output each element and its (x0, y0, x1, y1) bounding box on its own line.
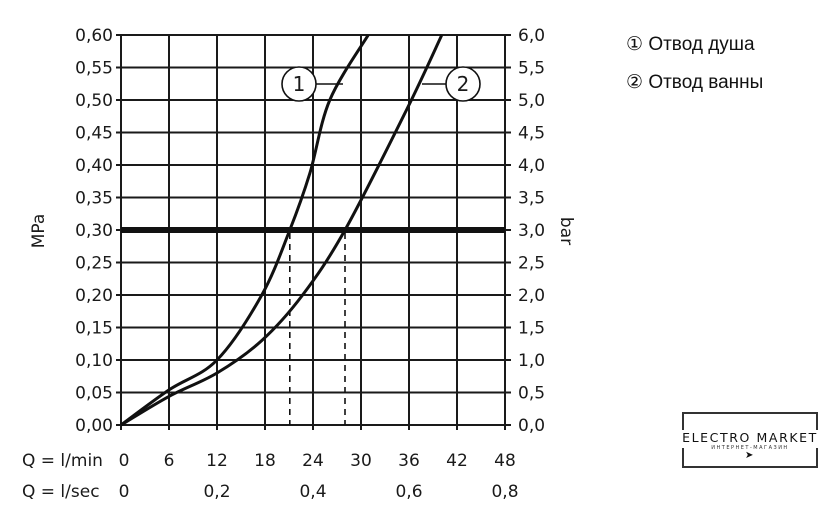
x-tick-label: 0,6 (395, 482, 422, 502)
x-axis-label: Q = l/sec (22, 482, 100, 502)
callout-label-1: 1 (293, 72, 306, 96)
y-tick-label-left: 0,55 (75, 59, 113, 79)
x-tick-label: 6 (164, 451, 175, 471)
y-tick-label-left: 0,25 (75, 254, 113, 274)
y-tick-label-left: 0,00 (75, 416, 113, 436)
y-tick-label-left: 0,35 (75, 189, 113, 209)
x-tick-label: 0,8 (491, 482, 518, 502)
y-tick-label-left: 0,60 (75, 26, 113, 46)
y-tick-label-left: 0,50 (75, 91, 113, 111)
x-tick-label: 36 (398, 451, 420, 471)
y-tick-label-right: 6,0 (518, 26, 545, 46)
y-tick-label-right: 2,5 (518, 254, 545, 274)
cursor-icon: ➤ (745, 450, 754, 461)
y-tick-label-right: 4,5 (518, 124, 545, 144)
y-tick-label-right: 4,0 (518, 156, 545, 176)
logo-subtext: ИНТЕРНЕТ-МАГАЗИН (711, 445, 789, 451)
y-tick-label-right: 5,5 (518, 59, 545, 79)
x-tick-label: 30 (350, 451, 372, 471)
legend-marker: ① (626, 34, 644, 55)
y-axis-label-right: bar (556, 217, 576, 245)
y-tick-label-right: 1,5 (518, 319, 545, 339)
callout-label-2: 2 (457, 72, 470, 96)
electro-market-logo: ELECTRO MARKET ИНТЕРНЕТ-МАГАЗИН ➤ (666, 412, 834, 468)
y-tick-label-right: 3,0 (518, 221, 545, 241)
curve-1 (120, 34, 370, 427)
y-tick-label-right: 3,5 (518, 189, 545, 209)
legend-label: Отвод душа (648, 34, 755, 55)
y-tick-label-left: 0,30 (75, 221, 113, 241)
x-tick-label: 0 (119, 451, 130, 471)
x-axis-label: Q = l/min (22, 451, 103, 471)
y-tick-label-right: 5,0 (518, 91, 545, 111)
y-tick-label-left: 0,45 (75, 124, 113, 144)
y-tick-labels: 0,00 0,0 0,05 0,5 0,10 1,0 0,15 1,5 0,20 2,0 0,25 2… (75, 26, 545, 436)
y-tick-label-left: 0,15 (75, 319, 113, 339)
y-tick-label-right: 0,5 (518, 384, 545, 404)
y-tick-label-right: 1,0 (518, 351, 545, 371)
legend-item-1: ① Отвод душа (626, 33, 755, 56)
y-axis-label-left: MPa (29, 214, 49, 249)
x-tick-label: 0,2 (203, 482, 230, 502)
x-tick-label: 42 (446, 451, 468, 471)
x-tick-labels: Q = l/min 0 6 12 18 24 30 36 42 48 Q = l/sec 0 0,2 0,… (22, 451, 519, 502)
callout-circle-2 (445, 66, 481, 102)
x-tick-label: 24 (302, 451, 324, 471)
curve-2 (120, 34, 444, 427)
legend-item-2: ② Отвод ванны (626, 71, 763, 94)
x-tick-label: 0,4 (299, 482, 326, 502)
y-tick-label-left: 0,05 (75, 384, 113, 404)
x-tick-label: 48 (494, 451, 516, 471)
y-tick-label-right: 0,0 (518, 416, 545, 436)
x-tick-label: 12 (206, 451, 228, 471)
legend-marker: ② (626, 72, 644, 93)
x-tick-label: 0 (119, 482, 130, 502)
y-tick-label-right: 2,0 (518, 286, 545, 306)
logo-text: ELECTRO MARKET (666, 430, 834, 445)
legend-label: Отвод ванны (648, 72, 764, 93)
y-tick-label-left: 0,20 (75, 286, 113, 306)
y-tick-label-left: 0,40 (75, 156, 113, 176)
x-tick-label: 18 (254, 451, 276, 471)
y-tick-label-left: 0,10 (75, 351, 113, 371)
callout-circle-1 (281, 66, 317, 102)
